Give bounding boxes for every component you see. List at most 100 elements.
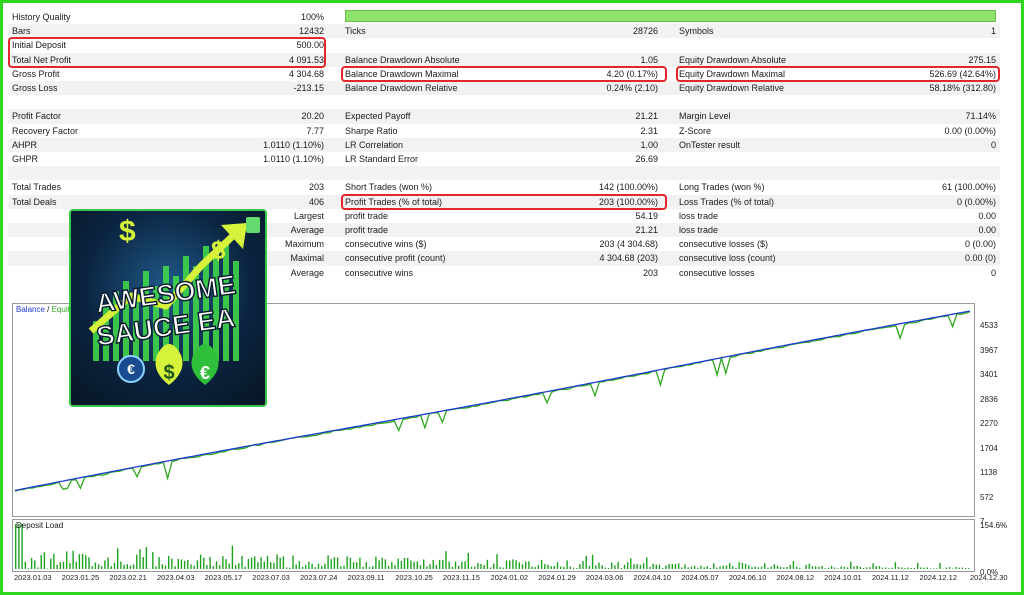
deposit-load-bar — [719, 566, 721, 569]
stats-row: Total Deals 406 Profit Trades (% of total)… — [8, 194, 1000, 209]
stat-value — [178, 95, 324, 109]
stat-label: Balance Drawdown Relative — [345, 83, 458, 93]
deposit-load-bar — [164, 565, 167, 569]
stat-label: Total Net Profit — [12, 54, 72, 65]
stat-value: 2.31 — [640, 125, 658, 136]
deposit-load-bar — [161, 564, 163, 569]
svg-text:$: $ — [119, 215, 136, 248]
stats-row: Total Trades 203 Short Trades (won %) 142 (… — [8, 180, 1000, 194]
history-quality-bar — [345, 10, 996, 22]
deposit-load-bar — [27, 568, 30, 569]
deposit-load-bar — [505, 560, 508, 569]
stat-value: 0.00 — [978, 225, 996, 235]
stat-label: consecutive profit (count) — [345, 253, 446, 264]
stat-value — [848, 38, 996, 52]
y-axis-tick: 3967 — [980, 345, 998, 355]
deposit-load-bar — [158, 557, 160, 569]
stat-value — [848, 152, 996, 166]
deposit-load-bar — [407, 558, 409, 569]
deposit-load-bar — [693, 565, 696, 569]
deposit-load-bar — [333, 557, 336, 569]
balance-line — [14, 310, 971, 492]
deposit-load-bar — [866, 567, 868, 569]
deposit-load-bar — [375, 556, 377, 569]
deposit-load-bar — [897, 567, 900, 569]
deposit-load-bar — [289, 567, 291, 569]
stat-value: 0.00 — [978, 210, 996, 221]
deposit-load-bar — [324, 563, 326, 569]
stat-value — [508, 38, 658, 52]
deposit-load-bar — [18, 524, 20, 569]
deposit-load-bar — [582, 561, 584, 569]
deposit-load-bar — [496, 554, 498, 569]
deposit-load-bar — [515, 560, 517, 569]
stat-value: -213.15 — [293, 83, 324, 93]
deposit-load-bar — [904, 568, 906, 569]
deposit-load-bar — [738, 562, 740, 569]
stat-value: 0 — [990, 139, 996, 150]
x-axis-tick: 2024.10.01 — [824, 573, 862, 582]
deposit-load-bar — [786, 567, 788, 569]
deposit-load-bar — [579, 564, 581, 569]
deposit-load-bar — [566, 560, 568, 569]
deposit-load-bar — [215, 561, 218, 569]
deposit-load-bar — [244, 566, 246, 569]
deposit-load-bar — [512, 559, 514, 569]
deposit-load-bar — [588, 565, 591, 569]
deposit-load-bar — [451, 566, 454, 569]
stats-row: Profit Factor 20.20 Expected Payoff 21.21 Ma… — [8, 109, 1000, 124]
stat-value — [508, 95, 658, 109]
deposit-load-bar — [671, 563, 673, 569]
deposit-load-bar — [550, 566, 552, 569]
deposit-load-bar — [620, 568, 622, 569]
deposit-load-bar — [180, 559, 183, 569]
stats-row: GHPR 1.0110 (1.10%) LR Standard Error 26.69 — [8, 152, 1000, 166]
deposit-load-bar — [285, 567, 288, 569]
stat-value: 54.19 — [635, 210, 658, 221]
deposit-load-bar — [193, 565, 195, 569]
stat-value — [508, 166, 658, 180]
stat-value: 500.00 — [296, 40, 324, 51]
stat-label: Equity Drawdown Absolute — [679, 54, 787, 65]
stat-value: 26.69 — [635, 154, 658, 164]
deposit-load-bar — [231, 545, 234, 569]
stats-row — [8, 166, 1000, 181]
stat-value: Average — [290, 225, 324, 235]
y-axis-tick: 1704 — [980, 443, 998, 453]
deposit-load-bar — [254, 556, 256, 569]
logo-graphic: $ $ AWESOME SAUCE EA € $ € — [88, 215, 260, 385]
deposit-load-bar — [136, 554, 138, 569]
deposit-load-bar — [474, 566, 476, 569]
stat-value: 1.05 — [640, 54, 658, 65]
deposit-load-bar — [241, 556, 243, 569]
deposit-load-bar — [381, 557, 383, 569]
deposit-load-bar — [301, 566, 304, 569]
deposit-load-bar — [442, 560, 444, 569]
deposit-load-bar — [757, 567, 759, 569]
deposit-load-bar — [432, 559, 434, 569]
y-axis-tick: 4533 — [980, 321, 998, 330]
deposit-load-bar — [789, 564, 791, 569]
deposit-load-bar — [560, 566, 562, 569]
deposit-load-bar — [209, 557, 211, 569]
deposit-load-bar — [435, 565, 438, 569]
legend-equity: Equity — [51, 305, 74, 314]
deposit-load-bar — [834, 567, 836, 569]
deposit-load-bar — [907, 567, 909, 569]
stat-label: Expected Payoff — [345, 111, 411, 122]
deposit-load-bar — [607, 567, 610, 569]
deposit-load-bar — [365, 562, 367, 569]
deposit-load-bar — [94, 562, 97, 569]
stat-label: GHPR — [12, 154, 39, 164]
deposit-load-bar — [869, 567, 871, 569]
deposit-load-bar — [827, 567, 830, 569]
deposit-load-bar — [815, 566, 817, 569]
deposit-load-bar — [885, 567, 887, 569]
highlight-deposit-profit — [8, 37, 326, 68]
stat-value: 0 (0.00) — [964, 239, 996, 250]
stat-value: 4.20 (0.17%) — [606, 68, 658, 79]
deposit-load-bar — [85, 555, 87, 569]
x-axis-tick: 2023.01.03 — [14, 573, 52, 582]
deposit-load-bar — [234, 564, 237, 569]
deposit-load-bar — [101, 566, 103, 569]
